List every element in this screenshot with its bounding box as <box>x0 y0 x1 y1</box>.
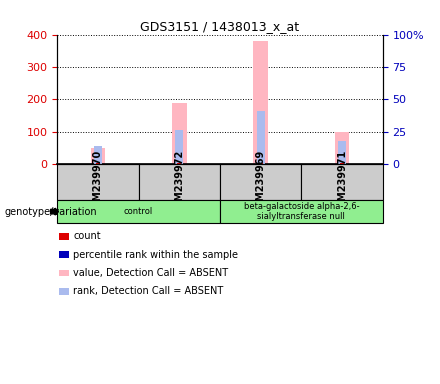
Bar <box>335 132 349 164</box>
Bar <box>172 103 187 164</box>
Text: genotype/variation: genotype/variation <box>4 207 97 217</box>
Text: count: count <box>73 231 101 241</box>
Bar <box>253 41 268 164</box>
Text: value, Detection Call = ABSENT: value, Detection Call = ABSENT <box>73 268 229 278</box>
Title: GDS3151 / 1438013_x_at: GDS3151 / 1438013_x_at <box>140 20 300 33</box>
Text: rank, Detection Call = ABSENT: rank, Detection Call = ABSENT <box>73 286 224 296</box>
Text: GSM239972: GSM239972 <box>174 150 184 215</box>
Bar <box>340 163 344 164</box>
Bar <box>94 146 102 164</box>
Bar <box>301 164 383 200</box>
Text: control: control <box>124 207 153 216</box>
Bar <box>257 111 265 164</box>
Bar <box>259 163 263 164</box>
Bar <box>91 148 105 164</box>
Bar <box>57 200 220 223</box>
Bar <box>57 164 139 200</box>
Bar <box>220 164 301 200</box>
Bar <box>96 163 100 164</box>
Bar <box>177 163 181 164</box>
Text: beta-galactoside alpha-2,6-
sialyltransferase null: beta-galactoside alpha-2,6- sialyltransf… <box>244 202 359 221</box>
Text: GSM239969: GSM239969 <box>256 150 266 215</box>
Bar <box>139 164 220 200</box>
Bar <box>175 130 183 164</box>
Bar <box>220 200 383 223</box>
Text: GSM239971: GSM239971 <box>337 150 347 215</box>
Text: percentile rank within the sample: percentile rank within the sample <box>73 250 238 260</box>
Text: GSM239970: GSM239970 <box>93 150 103 215</box>
Bar <box>338 141 346 164</box>
